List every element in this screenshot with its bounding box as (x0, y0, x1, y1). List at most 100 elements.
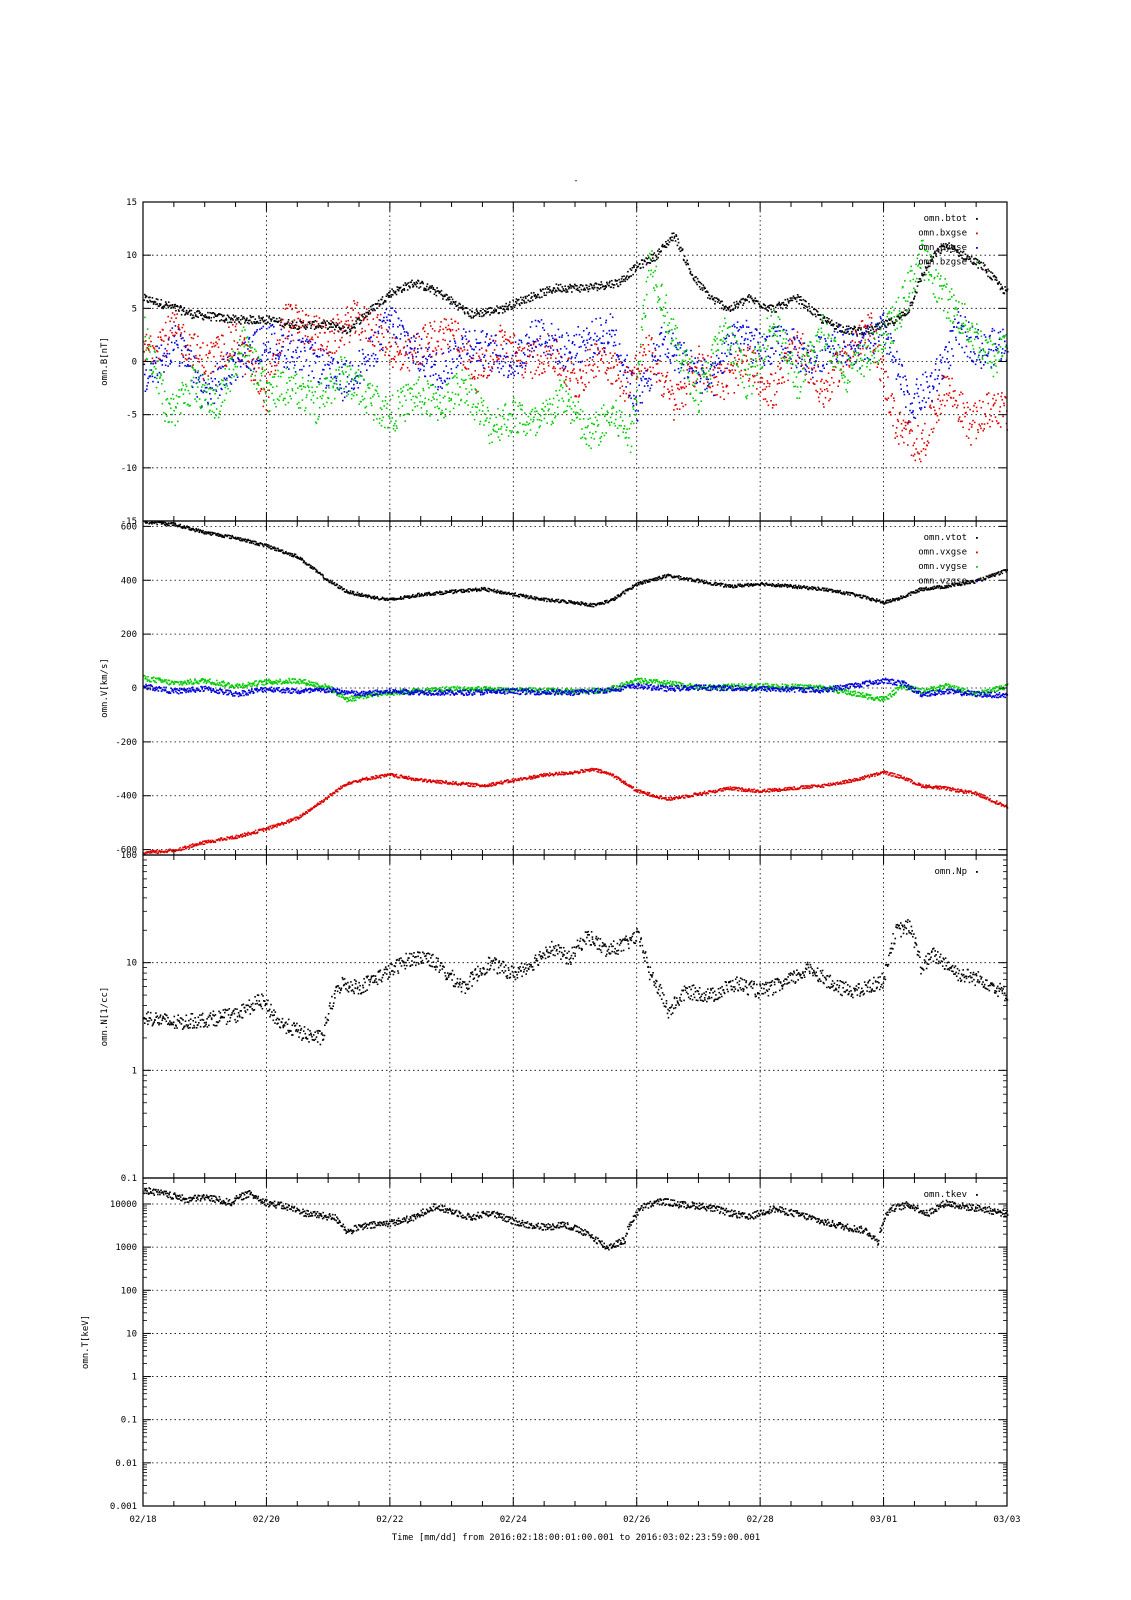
data-point (381, 408, 383, 411)
data-point (1000, 359, 1002, 362)
data-point (621, 385, 624, 387)
data-point (829, 351, 831, 353)
data-point (765, 386, 768, 388)
data-point (900, 315, 903, 317)
data-point (877, 323, 880, 326)
data-point (585, 346, 587, 349)
data-point (475, 338, 478, 341)
series-omn.bzgse (143, 239, 1008, 454)
data-point (549, 345, 551, 348)
data-point (715, 297, 718, 299)
data-point (282, 334, 285, 336)
data-point (763, 362, 765, 364)
data-point (557, 288, 560, 290)
data-point (528, 345, 530, 347)
data-point (779, 303, 781, 306)
data-point (986, 270, 988, 273)
data-point (196, 396, 198, 398)
data-point (887, 376, 889, 378)
data-point (278, 320, 280, 323)
data-point (523, 423, 525, 426)
data-point (962, 250, 965, 253)
data-point (483, 424, 485, 426)
data-point (435, 349, 438, 351)
data-point (661, 245, 663, 248)
data-point (290, 376, 293, 378)
data-point (968, 428, 970, 431)
data-point (909, 304, 912, 307)
data-point (426, 285, 428, 288)
data-point (435, 290, 437, 293)
data-point (454, 342, 457, 344)
data-point (774, 330, 777, 333)
data-point (426, 283, 429, 285)
data-point (190, 309, 193, 312)
data-point (254, 379, 257, 381)
data-point (577, 361, 580, 363)
data-point (571, 371, 573, 374)
data-point (816, 391, 819, 393)
data-point (489, 369, 492, 371)
data-point (665, 241, 667, 243)
data-point (284, 308, 287, 310)
data-point (309, 322, 311, 325)
data-point (816, 354, 818, 357)
data-point (742, 375, 744, 378)
data-point (567, 358, 569, 360)
data-point (369, 312, 371, 315)
data-point (591, 359, 594, 361)
data-point (376, 385, 378, 388)
data-point (551, 403, 554, 406)
data-point (641, 391, 644, 393)
data-point (384, 351, 387, 353)
data-point (866, 346, 868, 349)
data-point (440, 413, 443, 415)
data-point (340, 358, 343, 361)
data-point (180, 353, 183, 355)
data-point (790, 299, 792, 301)
data-point (671, 385, 673, 388)
data-point (688, 370, 691, 372)
data-point (729, 310, 732, 312)
data-point (486, 406, 489, 409)
data-point (895, 427, 898, 429)
data-point (231, 357, 234, 359)
data-point (919, 280, 921, 283)
data-point (313, 321, 315, 323)
data-point (217, 336, 219, 338)
data-point (210, 372, 212, 375)
data-point (165, 354, 167, 357)
data-point (147, 344, 149, 346)
data-point (311, 344, 314, 346)
data-point (586, 327, 588, 330)
data-point (250, 350, 252, 352)
data-point (248, 338, 250, 340)
data-point (402, 386, 405, 388)
data-point (809, 310, 812, 313)
data-point (810, 378, 812, 381)
data-point (355, 320, 357, 322)
data-point (580, 284, 582, 286)
data-point (211, 380, 214, 383)
data-point (203, 384, 206, 387)
data-point (355, 316, 357, 319)
data-point (292, 321, 294, 323)
data-point (619, 416, 622, 418)
data-point (960, 328, 963, 331)
data-point (160, 359, 162, 362)
data-point (548, 398, 551, 400)
data-point (606, 419, 608, 422)
data-point (448, 296, 450, 299)
data-point (198, 376, 200, 379)
data-point (671, 355, 674, 357)
data-point (886, 399, 888, 401)
data-point (741, 298, 743, 301)
data-point (901, 365, 904, 367)
data-point (193, 369, 195, 371)
data-point (175, 407, 177, 409)
data-point (965, 258, 967, 261)
data-point (570, 362, 573, 364)
data-point (723, 342, 726, 344)
data-point (194, 398, 196, 400)
data-point (385, 308, 388, 311)
